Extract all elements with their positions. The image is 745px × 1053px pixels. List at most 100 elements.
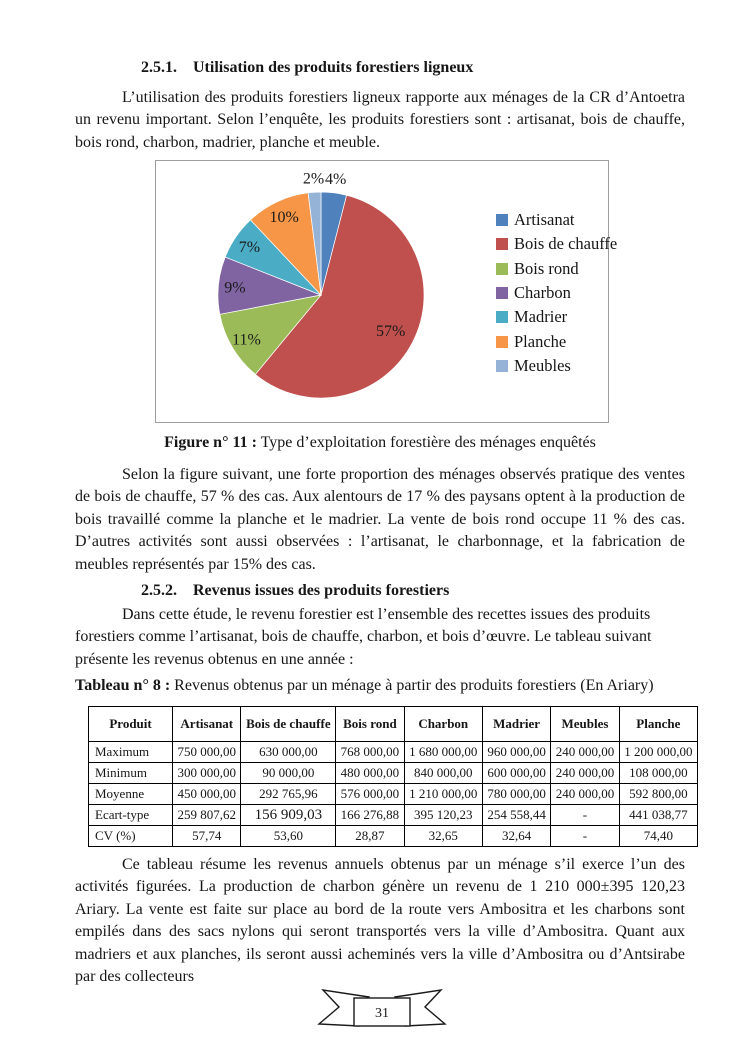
table-cell: 600 000,00 — [481, 761, 552, 784]
table-cell: 395 120,23 — [403, 803, 483, 826]
table-cell: 750 000,00 — [172, 740, 242, 763]
table-cell: 57,74 — [172, 824, 242, 847]
pie-slice-label-meubles: 2% — [303, 170, 324, 187]
legend-label: Bois de chauffe — [514, 234, 618, 254]
page-number: 31 — [375, 1006, 389, 1021]
table-cell: 156 909,03 — [240, 803, 337, 826]
pie-slice-label-planche: 10% — [270, 209, 299, 226]
table-cell: - — [550, 803, 620, 826]
table-cell: 960 000,00 — [481, 740, 552, 763]
revenue-table: Produit Artisanat Bois de chauffe Bois rond… — [87, 705, 699, 847]
section-number: 2.5.1. — [141, 59, 177, 76]
table-header-cell-bois-de-chauffe: Bois de chauffe — [240, 705, 337, 742]
table-caption: Tableau n° 8 : Revenus obtenus par un mé… — [75, 675, 685, 698]
table-cell: 292 765,96 — [240, 782, 337, 805]
table-cell: 576 000,00 — [335, 782, 405, 805]
legend-label: Artisanat — [514, 210, 575, 230]
paragraph-selon-figure: Selon la figure suivant, une forte propo… — [75, 465, 685, 573]
table-header-cell-produit: Produit — [87, 705, 174, 742]
table-row-minimum: Minimum 300 000,00 90 000,00 480 000,00 840 … — [87, 761, 699, 784]
legend-label: Planche — [514, 331, 567, 351]
legend-item-madrier: Madrier — [496, 305, 617, 329]
table-row-label: CV (%) — [87, 824, 174, 847]
table-cell: 480 000,00 — [335, 761, 405, 784]
figure-caption: Figure n° 11 : Type d’exploitation fores… — [75, 432, 685, 455]
table-cell: 240 000,00 — [550, 740, 620, 763]
section-title: Utilisation des produits forestiers lign… — [193, 59, 474, 76]
section-title: Revenus issues des produits forestiers — [193, 582, 450, 599]
section-heading-2-5-1: 2.5.1. Utilisation des produits forestier… — [141, 57, 685, 80]
legend-swatch-charbon — [496, 287, 508, 300]
table-row-label: Maximum — [87, 740, 174, 763]
pie-slice-label-madrier: 7% — [239, 239, 260, 256]
pie-slice-bois-rond — [219, 294, 322, 375]
legend-label: Madrier — [514, 307, 568, 327]
legend-swatch-planche — [496, 335, 508, 348]
table-cell: 32,64 — [481, 824, 552, 847]
ribbon-center-band — [353, 997, 411, 1027]
table-cell: 240 000,00 — [550, 761, 620, 784]
table-cell: 240 000,00 — [550, 782, 620, 805]
table-cell: 53,60 — [240, 824, 337, 847]
table-header-row: Produit Artisanat Bois de chauffe Bois rond… — [87, 705, 699, 742]
table-cell: 108 000,00 — [618, 761, 699, 784]
legend-swatch-artisanat — [496, 214, 508, 227]
table-row-ecart-type: Ecart-type 259 807,62 156 909,03 166 276,88… — [87, 803, 699, 826]
table-cell: 592 800,00 — [618, 782, 699, 805]
legend-swatch-madrier — [496, 311, 508, 324]
table-cell: 28,87 — [335, 824, 405, 847]
pie-slice-label-bois-rond: 11% — [232, 332, 261, 349]
pie-slice-label-charbon: 9% — [224, 279, 245, 296]
table-cell: 768 000,00 — [335, 740, 405, 763]
table-row-label: Moyenne — [87, 782, 174, 805]
legend-item-charbon: Charbon — [496, 281, 617, 305]
table-caption-label: Tableau n° 8 : — [75, 677, 171, 694]
table-row-moyenne: Moyenne 450 000,00 292 765,96 576 000,00 1 2… — [87, 782, 699, 805]
pie-chart-figure: 4% 57% 11% 9% 7% 10% 2% Artisanat Bois de chauf… — [155, 160, 617, 423]
paragraph-utilisation: L’utilisation des produits forestiers li… — [75, 88, 685, 151]
table-cell: 1 680 000,00 — [403, 740, 483, 763]
table-row-label: Ecart-type — [87, 803, 174, 826]
table-header-cell-madrier: Madrier — [481, 705, 552, 742]
legend-swatch-meubles — [496, 359, 508, 372]
table-header-cell-charbon: Charbon — [403, 705, 483, 742]
table-cell: 1 210 000,00 — [403, 782, 483, 805]
paragraph-ce-tableau: Ce tableau résume les revenus annuels ob… — [75, 855, 685, 986]
pie-svg: 4% 57% 11% 9% 7% 10% 2% — [217, 170, 425, 399]
table-row-maximum: Maximum 750 000,00 630 000,00 768 000,00 1 6… — [87, 740, 699, 763]
table-cell: 1 200 000,00 — [618, 740, 699, 763]
table-cell: 166 276,88 — [335, 803, 405, 826]
legend-item-meubles: Meubles — [496, 354, 617, 378]
pie-slice-label-bois-de-chauffe: 57% — [376, 323, 405, 340]
legend-item-planche: Planche — [496, 329, 617, 353]
chart-legend: Artisanat Bois de chauffe Bois rond Charbon… — [496, 208, 617, 378]
revenue-table-body: Maximum 750 000,00 630 000,00 768 000,00 1 6… — [87, 740, 699, 847]
legend-swatch-bois-de-chauffe — [496, 238, 508, 251]
paragraph-revenu-forestier: Dans cette étude, le revenu forestier es… — [75, 605, 652, 668]
legend-label: Charbon — [514, 283, 571, 303]
table-row-cv: CV (%) 57,74 53,60 28,87 32,65 32,64-74,40 — [87, 824, 699, 847]
table-cell: 254 558,44 — [481, 803, 552, 826]
table-caption-text: Revenus obtenus par un ménage à partir d… — [174, 677, 654, 694]
legend-label: Bois rond — [514, 258, 579, 278]
table-cell: 780 000,00 — [481, 782, 552, 805]
table-header-cell-artisanat: Artisanat — [172, 705, 242, 742]
table-cell: 259 807,62 — [172, 803, 242, 826]
legend-item-bois-de-chauffe: Bois de chauffe — [496, 232, 617, 256]
table-cell: 840 000,00 — [403, 761, 483, 784]
figure-caption-label: Figure n° 11 : — [164, 434, 257, 451]
legend-item-bois-rond: Bois rond — [496, 257, 617, 281]
pie-slice-label-artisanat: 4% — [325, 171, 346, 188]
page-content: 2.5.1. Utilisation des produits forestier… — [75, 57, 699, 989]
table-cell: 300 000,00 — [172, 761, 242, 784]
table-header-cell-planche: Planche — [618, 705, 699, 742]
pie-slice-bois-de-chauffe — [254, 194, 425, 399]
table-cell: - — [550, 824, 620, 847]
legend-label: Meubles — [514, 355, 571, 375]
legend-swatch-bois-rond — [496, 262, 508, 275]
table-cell: 74,40 — [618, 824, 699, 847]
table-cell: 450 000,00 — [172, 782, 242, 805]
table-header-cell-meubles: Meubles — [550, 705, 620, 742]
table-cell: 441 038,77 — [618, 803, 699, 826]
page-number-ribbon: 31 — [317, 989, 447, 1027]
